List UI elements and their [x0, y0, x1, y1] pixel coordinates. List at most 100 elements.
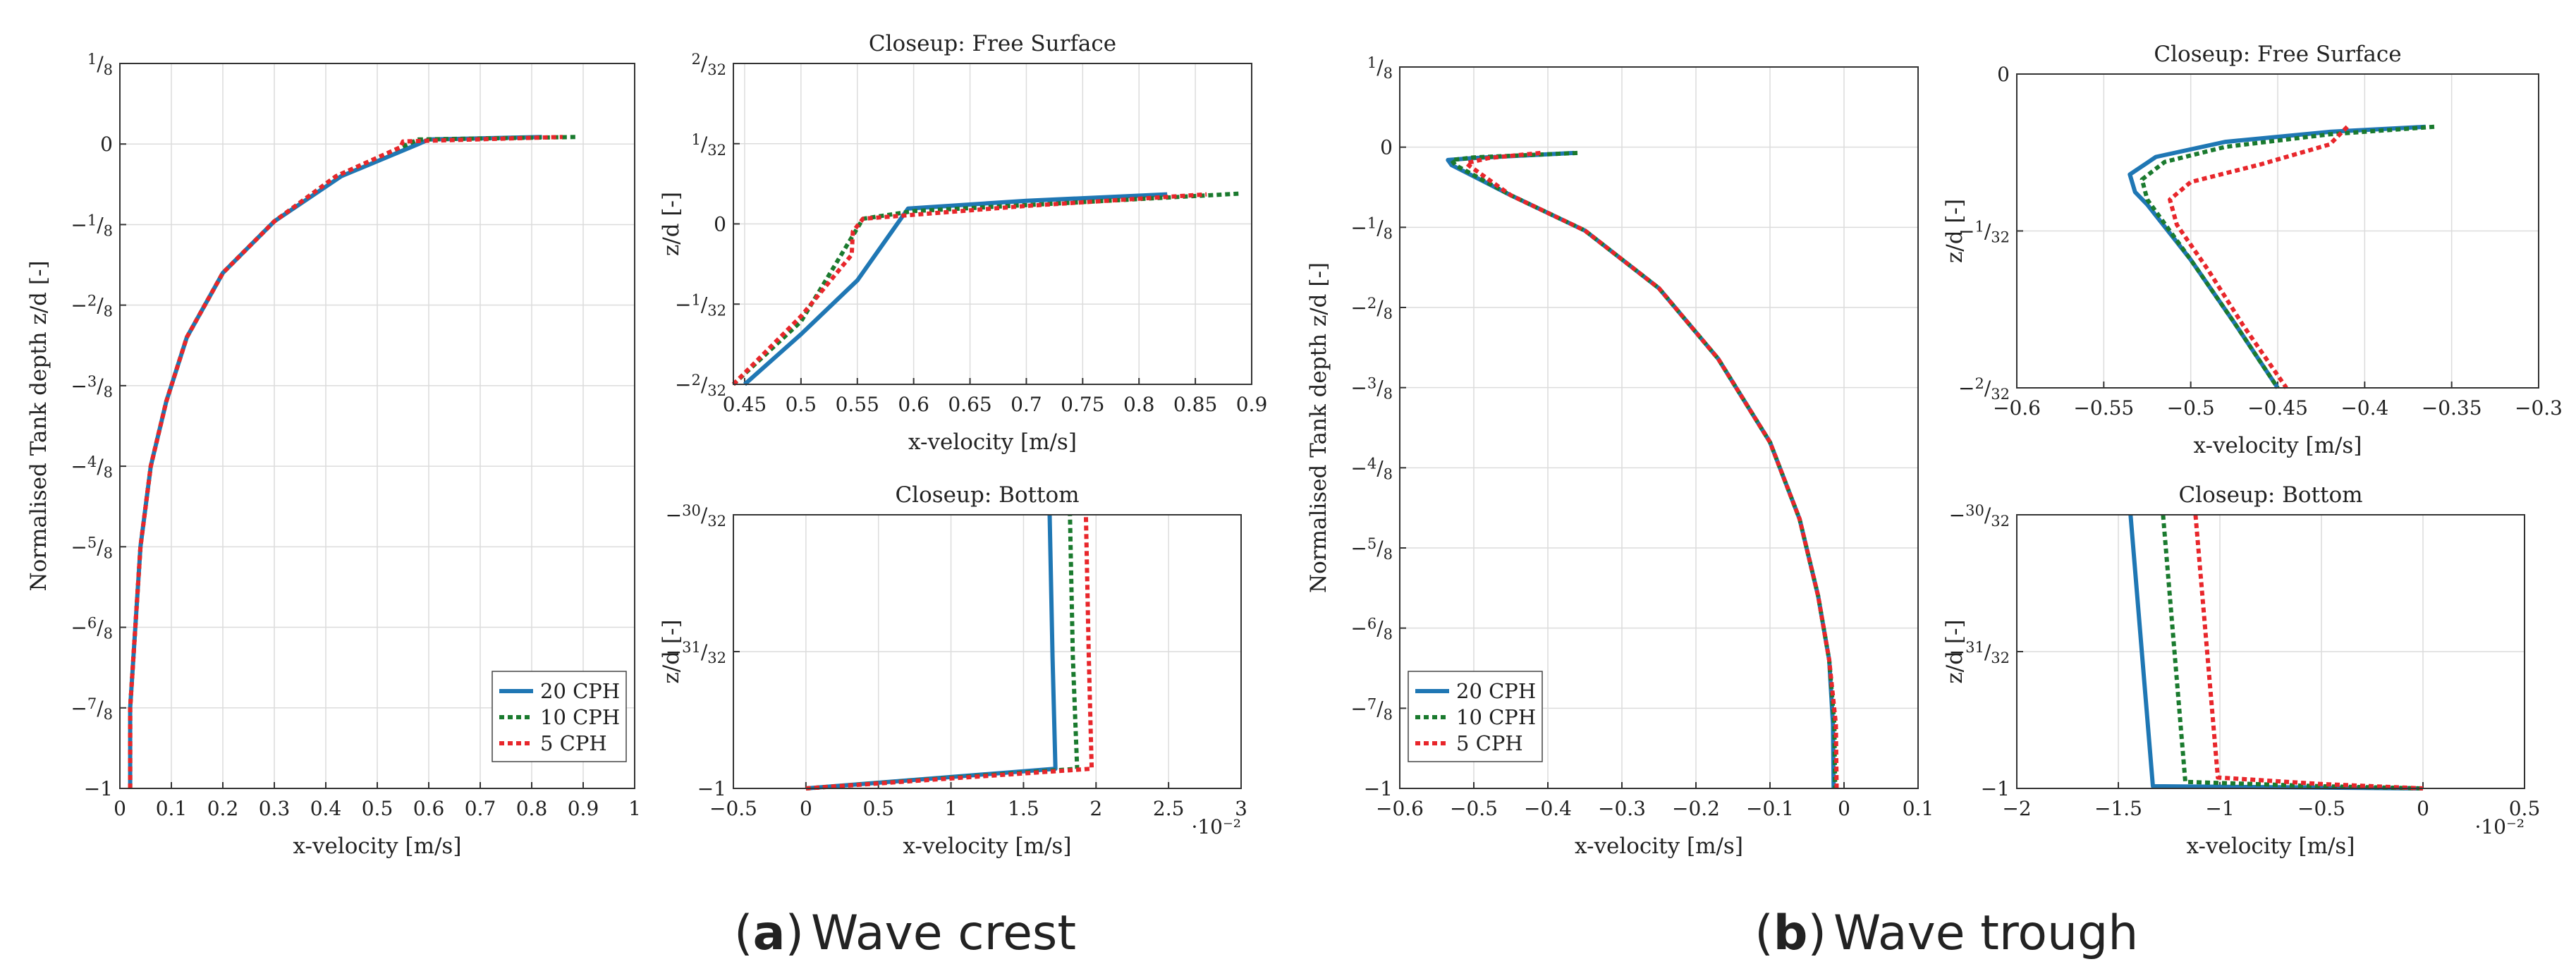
x-tick-label: 0.5 — [362, 797, 393, 820]
plot-frame — [2016, 514, 2525, 789]
x-tick-label: −0.5 — [2297, 797, 2345, 820]
y-tick-label: −6/8 — [1350, 616, 1393, 643]
y-axis-label: Normalised Tank depth z/d [-] — [26, 260, 51, 591]
x-tick-label: 0.6 — [413, 797, 445, 820]
plots: 0 0.1 0.2 0.3 0.4 0.5 0.6 0.7 0.8 0.9 1 1/8 0 −1/8 −2/… — [26, 31, 2563, 859]
plot-frame — [119, 63, 635, 789]
x-tick-label: 2.5 — [1153, 797, 1185, 820]
y-tick-label: −1 — [84, 777, 113, 800]
series-line-20-cph — [743, 192, 1168, 386]
x-axis-label: x-velocity [m/s] — [2187, 834, 2355, 859]
y-tick-label: −1/32 — [1958, 219, 2010, 246]
y-tick-label: −1/8 — [1350, 214, 1393, 242]
x-tick-label: −0.55 — [2073, 396, 2134, 420]
caption-a-text: Wave crest — [811, 905, 1076, 961]
y-tick-label: 1/8 — [1367, 54, 1393, 82]
series-line-5-cph — [805, 514, 1094, 791]
x-tick-label: 0.6 — [898, 393, 929, 416]
chart-title: Closeup: Bottom — [895, 482, 1079, 508]
caption-a: (a) Wave crest — [734, 905, 1076, 961]
y-axis-label: z/d [-] — [1942, 199, 1967, 263]
series-line-5-cph — [731, 192, 1207, 386]
plot-frame — [733, 514, 1242, 789]
x-tick-label: 0.7 — [465, 797, 496, 820]
y-tick-label: 0 — [1380, 136, 1393, 159]
x-tick-label: −0.1 — [1746, 797, 1794, 820]
x-axis-label: x-velocity [m/s] — [903, 834, 1072, 859]
x-tick-label: 0.1 — [1903, 797, 1934, 820]
x-tick-label: 2 — [1089, 797, 1102, 820]
series-line-20-cph — [805, 514, 1058, 791]
y-tick-label: −3/8 — [1350, 375, 1393, 403]
x-tick-label: 0.7 — [1011, 393, 1042, 416]
x-tick-label: 0.55 — [836, 393, 879, 416]
x-tick-label: −1.5 — [2094, 797, 2142, 820]
y-tick-label: −30/32 — [1949, 502, 2010, 530]
x-tick-label: −0.2 — [1672, 797, 1720, 820]
y-tick-label: −7/8 — [71, 695, 113, 723]
x-tick-label: 1 — [628, 797, 641, 820]
x-tick-label: 0.85 — [1173, 393, 1217, 416]
y-tick-label: −1 — [697, 777, 726, 800]
x-tick-label: 0.5 — [2509, 797, 2541, 820]
legend-entry: 5 CPH — [1456, 731, 1523, 755]
x-tick-label: 0 — [1838, 797, 1850, 820]
legend-box — [492, 671, 627, 762]
x-tick-label: −0.5 — [1450, 797, 1498, 820]
caption-b-letter: (b) — [1754, 905, 1826, 961]
x-tick-label: 0 — [114, 797, 126, 820]
x-tick-label: −2 — [2002, 797, 2031, 820]
x-tick-label: 0.3 — [259, 797, 291, 820]
legend-entry: 20 CPH — [540, 679, 620, 703]
x-tick-label: 0.2 — [207, 797, 239, 820]
y-axis-label: z/d [-] — [1942, 619, 1967, 683]
series-line-5-cph — [2193, 514, 2424, 791]
y-tick-label: −1 — [1981, 777, 2010, 800]
y-tick-label: 1/32 — [691, 131, 726, 159]
series-line-5-cph — [128, 135, 563, 788]
chart-title: Closeup: Free Surface — [869, 31, 1116, 56]
chart-a-main: 0 0.1 0.2 0.3 0.4 0.5 0.6 0.7 0.8 0.9 1 1/8 0 −1/8 −2/… — [26, 51, 641, 859]
x-tick-label: −0.45 — [2247, 396, 2308, 420]
y-tick-label: −30/32 — [666, 502, 726, 530]
x-tick-label: −0.3 — [2515, 396, 2563, 420]
x-tick-label: 0.4 — [310, 797, 342, 820]
y-tick-label: −2/8 — [1350, 295, 1393, 322]
x-tick-label: −0.35 — [2422, 396, 2482, 420]
x-tick-label: 0.1 — [156, 797, 188, 820]
x-axis-label: x-velocity [m/s] — [1575, 834, 1743, 859]
x-tick-label: 0 — [800, 797, 812, 820]
x-tick-label: −1 — [2205, 797, 2234, 820]
plot-frame — [2016, 73, 2539, 389]
x-axis-exponent: ·10⁻² — [2474, 815, 2525, 838]
x-tick-label: 1 — [945, 797, 958, 820]
legend-entry: 5 CPH — [540, 731, 607, 755]
y-tick-label: −5/8 — [71, 534, 113, 561]
legend-entry: 20 CPH — [1456, 679, 1536, 703]
y-tick-label: −2/8 — [71, 293, 113, 320]
y-tick-label: 0 — [714, 213, 726, 236]
series-line-10-cph — [731, 191, 1241, 386]
x-tick-label: −0.3 — [1598, 797, 1646, 820]
y-axis-label: z/d [-] — [659, 192, 684, 256]
chart-title: Closeup: Free Surface — [2154, 42, 2401, 67]
y-axis-label: z/d [-] — [659, 619, 684, 683]
x-tick-label: 3 — [1235, 797, 1247, 820]
y-tick-label: −2/32 — [1958, 375, 2010, 403]
x-axis-label: x-velocity [m/s] — [908, 429, 1077, 455]
x-tick-label: −0.6 — [1376, 797, 1424, 820]
x-tick-label: 0.65 — [948, 393, 991, 416]
y-tick-label: 0 — [1997, 63, 2010, 86]
caption-b: (b) Wave trough — [1754, 905, 2138, 961]
x-tick-label: 0.8 — [1123, 393, 1155, 416]
x-tick-label: 0.45 — [723, 393, 767, 416]
x-tick-label: −0.5 — [709, 797, 757, 820]
y-tick-label: −1/8 — [71, 212, 113, 239]
y-tick-label: 2/32 — [691, 51, 726, 78]
chart-a-bot: −0.5 0 0.5 1 1.5 2 2.5 3 −30/32 −31/32 −1 Closeup: … — [659, 482, 1247, 859]
y-tick-label: 0 — [100, 133, 113, 156]
chart-title: Closeup: Bottom — [2178, 482, 2362, 508]
y-tick-label: −31/32 — [666, 639, 726, 666]
